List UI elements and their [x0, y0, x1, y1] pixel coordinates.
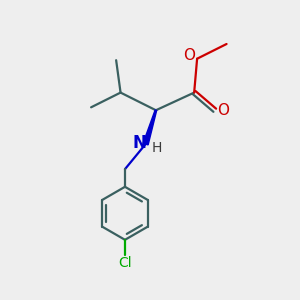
- Text: N: N: [132, 134, 146, 152]
- Text: O: O: [217, 103, 229, 118]
- Polygon shape: [143, 110, 157, 145]
- Text: O: O: [183, 48, 195, 63]
- Text: Cl: Cl: [118, 256, 132, 270]
- Text: H: H: [152, 141, 162, 154]
